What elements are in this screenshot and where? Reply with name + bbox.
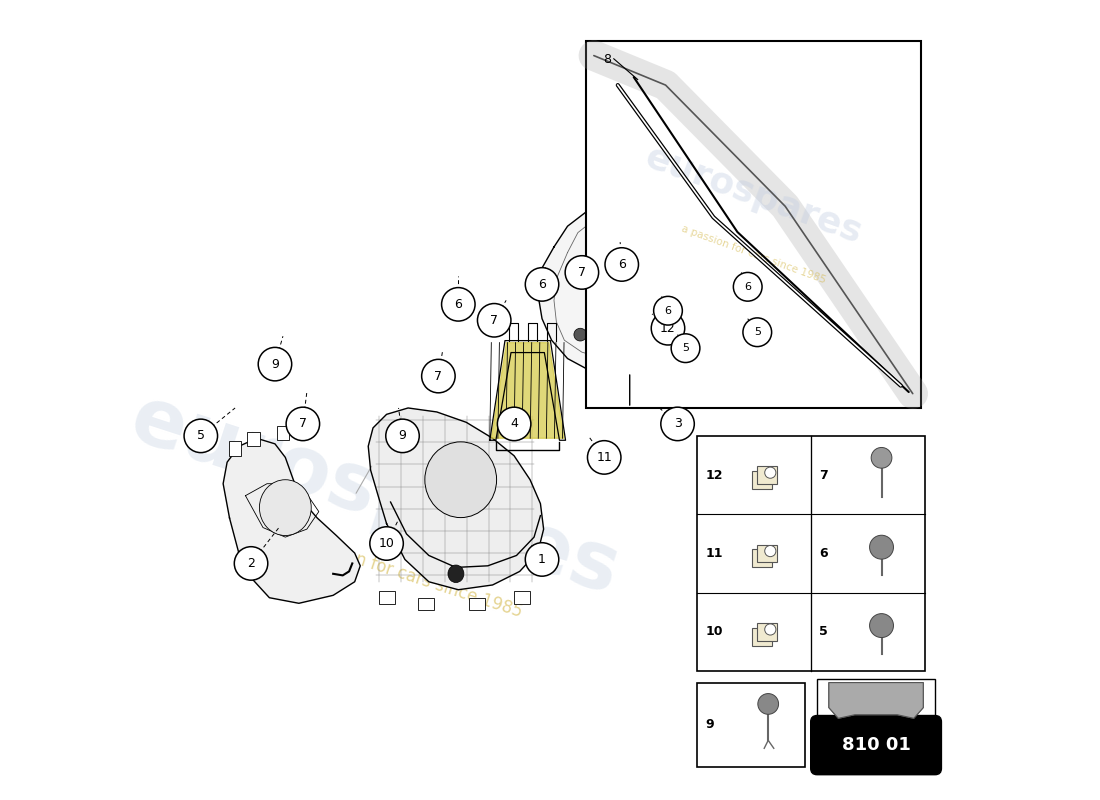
Text: 10: 10 — [705, 626, 723, 638]
Ellipse shape — [425, 442, 496, 518]
Text: 11: 11 — [705, 547, 723, 560]
Circle shape — [286, 407, 320, 441]
FancyBboxPatch shape — [752, 628, 772, 646]
Circle shape — [234, 546, 267, 580]
Text: eurospares: eurospares — [640, 140, 867, 250]
Polygon shape — [368, 408, 543, 590]
Circle shape — [764, 467, 776, 478]
Text: 7: 7 — [434, 370, 442, 382]
Text: 3: 3 — [673, 418, 682, 430]
Text: 9: 9 — [398, 430, 407, 442]
Circle shape — [441, 287, 475, 321]
Bar — [248, 432, 260, 446]
Text: 5: 5 — [682, 343, 689, 353]
Bar — [378, 591, 395, 604]
FancyBboxPatch shape — [757, 466, 777, 484]
Bar — [276, 426, 289, 440]
Circle shape — [565, 256, 598, 289]
Circle shape — [653, 296, 682, 325]
Text: 9: 9 — [271, 358, 279, 370]
Text: 8: 8 — [604, 54, 612, 66]
Circle shape — [574, 328, 586, 341]
Text: 810 01: 810 01 — [842, 736, 911, 754]
Text: 1: 1 — [538, 553, 546, 566]
Text: 5: 5 — [754, 327, 761, 338]
Circle shape — [764, 624, 776, 635]
Text: 5: 5 — [197, 430, 205, 442]
Circle shape — [870, 614, 893, 638]
Circle shape — [871, 447, 892, 468]
Text: 6: 6 — [618, 258, 626, 271]
Ellipse shape — [448, 565, 464, 582]
Bar — [817, 679, 935, 722]
Circle shape — [870, 535, 893, 559]
Text: 6: 6 — [664, 306, 671, 316]
Text: 7: 7 — [491, 314, 498, 326]
FancyBboxPatch shape — [757, 545, 777, 562]
Circle shape — [526, 268, 559, 301]
FancyBboxPatch shape — [752, 471, 772, 489]
Circle shape — [370, 526, 404, 560]
Circle shape — [421, 359, 455, 393]
Polygon shape — [538, 199, 710, 374]
Circle shape — [386, 419, 419, 453]
Circle shape — [605, 248, 638, 282]
Circle shape — [764, 546, 776, 557]
Circle shape — [651, 311, 684, 345]
Circle shape — [526, 542, 559, 576]
Circle shape — [671, 334, 700, 362]
Polygon shape — [223, 438, 361, 603]
Bar — [514, 591, 530, 604]
Circle shape — [742, 318, 771, 346]
Text: 10: 10 — [378, 537, 395, 550]
Text: a passion for cars since 1985: a passion for cars since 1985 — [680, 223, 827, 285]
Text: 6: 6 — [538, 278, 546, 291]
FancyBboxPatch shape — [757, 623, 777, 641]
Circle shape — [184, 419, 218, 453]
Circle shape — [661, 407, 694, 441]
Bar — [229, 442, 242, 456]
Text: 7: 7 — [299, 418, 307, 430]
Circle shape — [587, 441, 621, 474]
Circle shape — [477, 303, 510, 337]
Bar — [697, 436, 925, 671]
Text: 6: 6 — [745, 282, 751, 292]
Polygon shape — [829, 682, 923, 718]
Text: 6: 6 — [820, 547, 827, 560]
Text: a passion for cars since 1985: a passion for cars since 1985 — [288, 530, 525, 622]
Circle shape — [258, 347, 292, 381]
Text: 7: 7 — [820, 469, 828, 482]
Text: 4: 4 — [510, 418, 518, 430]
Text: 6: 6 — [454, 298, 462, 311]
Text: 12: 12 — [660, 322, 675, 334]
Circle shape — [758, 694, 779, 714]
Ellipse shape — [260, 480, 311, 535]
Polygon shape — [829, 682, 923, 718]
Text: 5: 5 — [820, 626, 828, 638]
Bar — [469, 598, 485, 610]
Bar — [697, 683, 805, 766]
Text: 12: 12 — [705, 469, 723, 482]
Bar — [586, 42, 921, 408]
FancyBboxPatch shape — [811, 715, 942, 774]
Text: 9: 9 — [705, 718, 714, 731]
Circle shape — [734, 273, 762, 301]
Text: 11: 11 — [596, 451, 612, 464]
Text: 7: 7 — [578, 266, 586, 279]
Circle shape — [497, 407, 531, 441]
Text: 2: 2 — [248, 557, 255, 570]
Text: eurospares: eurospares — [120, 380, 629, 611]
FancyBboxPatch shape — [752, 550, 772, 567]
Bar — [418, 598, 434, 610]
Polygon shape — [492, 342, 564, 438]
